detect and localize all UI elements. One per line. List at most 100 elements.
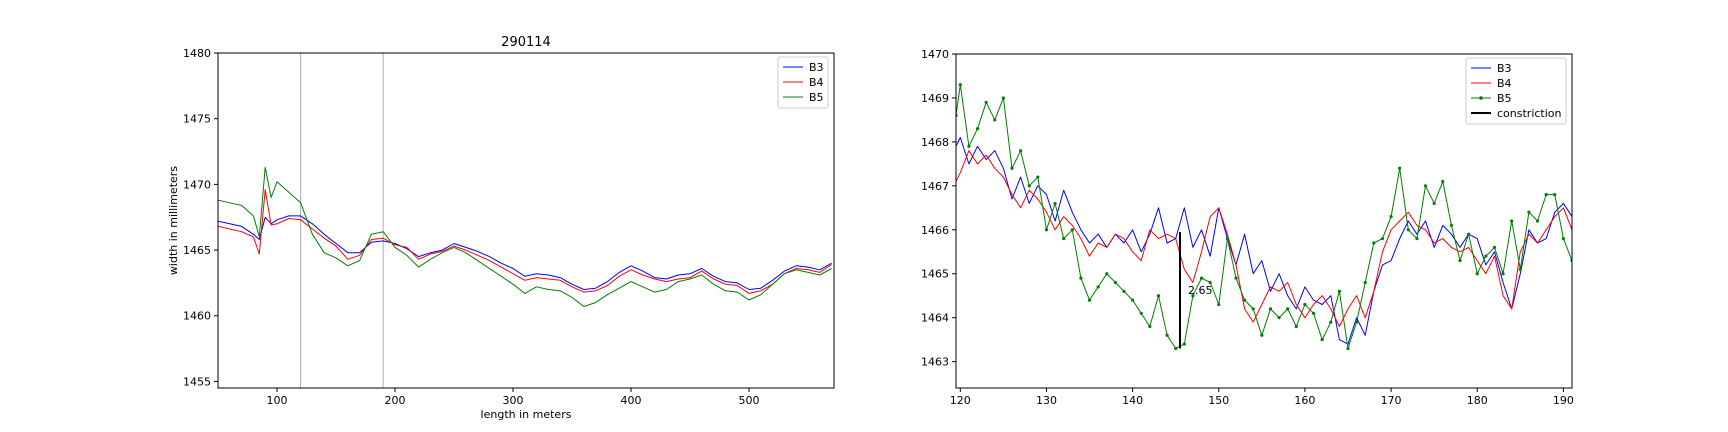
chart-left: 100 200 300 400 500 1455 1460 1465 1470 1475 1480 2… [167, 35, 835, 421]
series-point-b5 [1191, 294, 1195, 298]
y-tick-label: 1455 [183, 375, 211, 388]
x-tick-label: 140 [1122, 394, 1143, 407]
series-line-b4 [218, 189, 832, 294]
y-tick-label: 1467 [921, 180, 949, 193]
series-point-b5 [1372, 241, 1376, 245]
series-point-b5 [975, 127, 980, 131]
series-point-b5 [1492, 245, 1497, 249]
series-point-b5 [1432, 201, 1436, 206]
series-point-b5 [1337, 289, 1341, 293]
series-point-b5 [1225, 236, 1229, 241]
chart-right: 2.65 120 130 140 150 160 170 180 190 1463 1464 1465… [921, 48, 1574, 407]
series-point-b5 [1053, 201, 1057, 206]
series-point-b5 [1096, 285, 1100, 289]
x-tick-label: 180 [1467, 394, 1488, 407]
series-point-b5 [1544, 193, 1548, 197]
series-point-b5 [993, 118, 997, 122]
series-point-b5 [1139, 311, 1143, 315]
series-point-b5 [1398, 166, 1402, 170]
series-point-b5 [1062, 236, 1066, 241]
series-line-b3 [218, 215, 832, 290]
constriction-label: 2.65 [1188, 284, 1213, 297]
series-point-b5 [1406, 228, 1410, 232]
series-point-b5 [1105, 272, 1109, 276]
y-tick-label: 1465 [183, 244, 211, 257]
legend: B3 B4 B5 constriction [1465, 57, 1567, 125]
y-tick-label: 1469 [921, 92, 949, 105]
series-point-b5 [984, 100, 988, 104]
series-line-b3 [956, 137, 1572, 345]
series-point-b5 [1510, 219, 1514, 223]
series-point-b5 [1449, 223, 1453, 227]
x-tick-label: 100 [267, 394, 288, 407]
x-tick-label: 400 [621, 394, 642, 407]
series-point-b5 [1311, 311, 1316, 315]
y-tick-label: 1475 [183, 113, 211, 126]
series-point-b5 [1113, 280, 1117, 285]
legend-entry-constriction: constriction [1497, 107, 1562, 120]
series-point-b5 [1268, 307, 1273, 311]
legend-entry-b3: B3 [809, 61, 824, 74]
series-point-b5 [1389, 215, 1393, 219]
series-point-b5 [1553, 193, 1557, 197]
series-point-b5 [1260, 333, 1264, 337]
plot-area [218, 166, 832, 307]
series-point-b5 [1535, 219, 1540, 223]
series-point-b5 [1286, 307, 1290, 311]
series-point-b5 [1234, 276, 1238, 280]
y-tick-label: 1466 [921, 224, 949, 237]
legend: B3 B4 B5 [777, 56, 829, 109]
legend-entry-b4: B4 [1497, 77, 1512, 90]
series-point-b5 [1518, 267, 1522, 271]
chart-title: 290114 [501, 35, 551, 50]
series-point-b5 [1320, 338, 1324, 342]
x-axis-label: length in meters [481, 408, 572, 421]
plot-area [956, 83, 1572, 351]
series-point-b5 [1122, 289, 1126, 293]
series-point-b5 [1294, 324, 1298, 329]
series-point-b5 [1036, 175, 1040, 179]
y-tick-label: 1463 [921, 356, 949, 369]
y-tick-label: 1480 [183, 47, 211, 60]
series-point-b5 [1423, 184, 1428, 188]
legend-entry-b3: B3 [1497, 62, 1512, 75]
series-point-b5 [1027, 184, 1031, 188]
series-point-b5 [1441, 179, 1445, 184]
series-point-b5 [1484, 254, 1488, 258]
axes-frame [955, 53, 1573, 389]
y-tick-label: 1468 [921, 136, 949, 149]
x-tick-label: 190 [1553, 394, 1574, 407]
series-point-b5 [1070, 228, 1074, 232]
series-point-b5 [1501, 272, 1505, 276]
series-point-b5 [1044, 228, 1049, 232]
series-point-b5 [1355, 320, 1359, 324]
legend-entry-b5: B5 [809, 91, 824, 104]
series-point-b5 [1165, 333, 1169, 337]
series-point-b5 [958, 83, 962, 87]
series-point-b5 [1243, 298, 1247, 302]
series-line-b4 [956, 150, 1572, 327]
series-point-b5 [1199, 276, 1204, 280]
series-point-b5 [1019, 149, 1023, 153]
x-tick-label: 300 [503, 394, 524, 407]
series-point-b5 [1329, 320, 1333, 324]
legend-entry-b5: B5 [1497, 92, 1512, 105]
y-tick-label: 1470 [921, 48, 949, 61]
x-tick-label: 170 [1381, 394, 1402, 407]
series-point-b5 [1303, 302, 1307, 307]
series-point-b5 [1277, 316, 1281, 320]
y-tick-label: 1470 [183, 178, 211, 191]
series-point-b5 [1467, 232, 1471, 236]
series-point-b5 [1174, 346, 1178, 351]
x-tick-label: 160 [1294, 394, 1315, 407]
y-tick-label: 1464 [921, 312, 949, 325]
x-tick-label: 150 [1208, 394, 1229, 407]
y-tick-label: 1465 [921, 268, 949, 281]
y-tick-label: 1460 [183, 310, 211, 323]
series-point-b5 [1131, 298, 1135, 302]
x-tick-label: 500 [739, 394, 760, 407]
series-point-b5 [1527, 210, 1531, 214]
legend-marker [1479, 96, 1483, 100]
series-point-b5 [1380, 236, 1385, 241]
